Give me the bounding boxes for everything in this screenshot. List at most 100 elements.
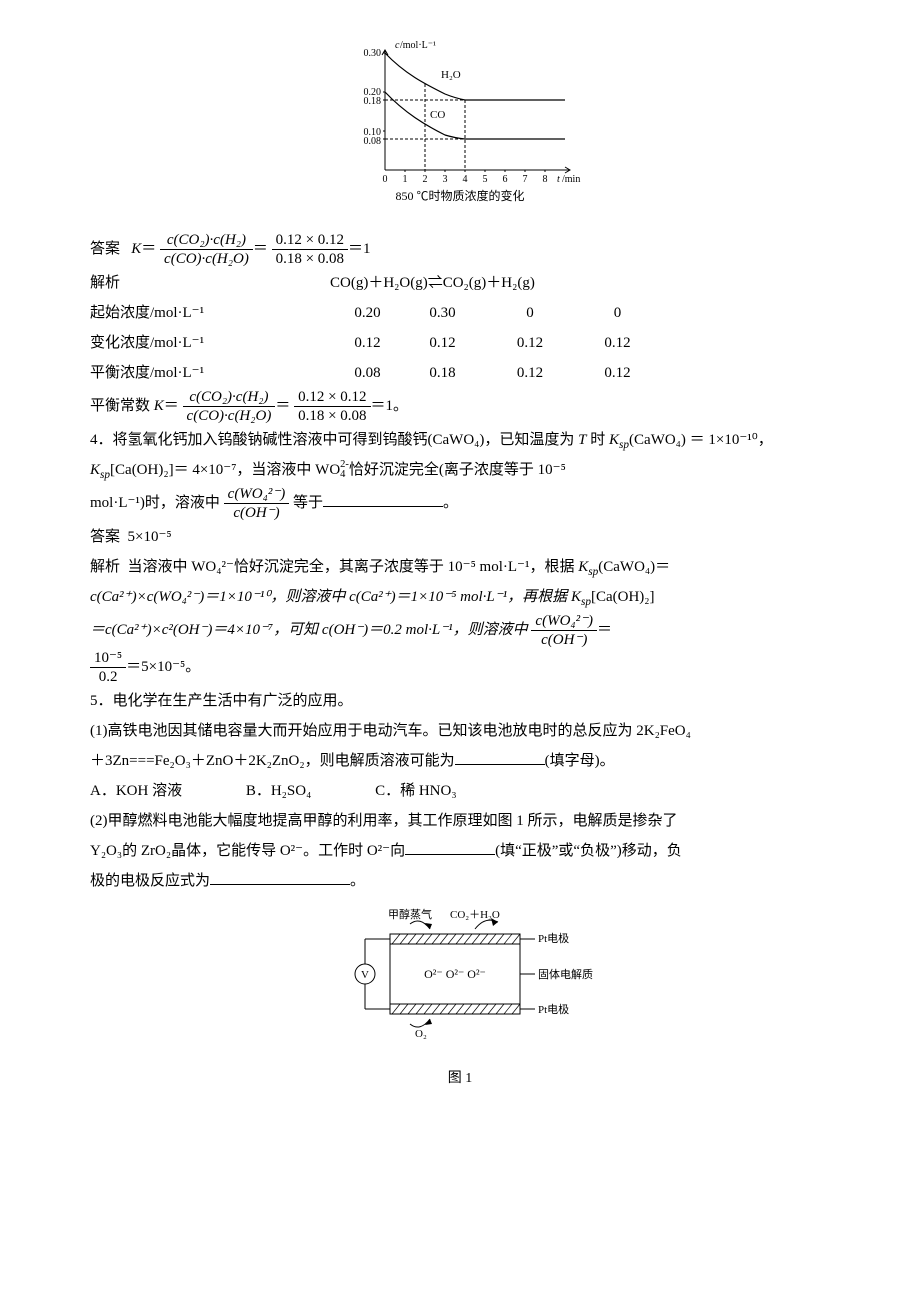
txt: (CaWO₄) ＝ 1×10⁻¹⁰， [629, 432, 773, 448]
q5-options: A．KOH 溶液 B．H₂SO₄ C．稀 HNO₃ [90, 776, 830, 806]
frac-num: c(WO₄²⁻) [224, 485, 290, 503]
txt: mol·L⁻¹)时，溶液中 [90, 495, 220, 511]
txt: [Ca(OH)₂]＝ 4×10⁻⁷，当溶液中 WO [110, 462, 340, 478]
cell: 0.12 [405, 328, 480, 358]
svg-text:6: 6 [503, 174, 508, 185]
blank[interactable] [323, 491, 443, 507]
svg-text:0: 0 [383, 174, 388, 185]
chart-caption: 850 ℃时物质浓度的变化 [395, 188, 524, 203]
blank[interactable] [455, 749, 545, 765]
q5-p2b: Y₂O₃的 ZrO₂晶体，它能传导 O²⁻。工作时 O²⁻向 (填“正极”或“负极… [90, 836, 830, 866]
frac-val-num: 0.12 × 0.12 [272, 231, 348, 249]
ksp: Ksp [578, 559, 598, 575]
opt-C[interactable]: C．稀 HNO₃ [375, 776, 456, 806]
cell: 0.30 [405, 298, 480, 328]
frac-den: c(OH⁻) [224, 503, 290, 522]
eq: ＝ [597, 622, 612, 638]
frac-num: c(CO₂)·c(H₂) [160, 231, 253, 249]
fig1-caption: 图 1 [90, 1065, 830, 1093]
frac-den: c(CO)·c(H₂O) [160, 249, 253, 268]
txt: 。 [350, 873, 365, 889]
svg-text:5: 5 [483, 174, 488, 185]
q3-row-initial: 起始浓度/mol·L⁻¹ 0.20 0.30 0 0 [90, 298, 830, 328]
svg-text:7: 7 [523, 174, 528, 185]
ksp: Ksp [571, 589, 591, 605]
frac-val-den: 0.18 × 0.08 [272, 249, 348, 268]
svg-text:2: 2 [423, 174, 428, 185]
txt: ＋3Zn===Fe₂O₃＋ZnO＋2K₂ZnO₂，则电解质溶液可能为 [90, 753, 455, 769]
txt: 时 [590, 432, 605, 448]
cell: 0.12 [480, 358, 580, 388]
blank[interactable] [405, 839, 495, 855]
txt: 恰好沉淀完全(离子浓度等于 10⁻⁵ [349, 462, 566, 478]
cell: 0.12 [580, 358, 655, 388]
svg-text:8: 8 [543, 174, 548, 185]
frac-num: 10⁻⁵ [90, 649, 126, 667]
q4-exp: 解析 当溶液中 WO₄²⁻恰好沉淀完全，其离子浓度等于 10⁻⁵ mol·L⁻¹… [90, 552, 830, 582]
svg-text:t: t [557, 174, 560, 185]
row-label: 平衡浓度/mol·L⁻¹ [90, 358, 330, 388]
frac-q4c: 10⁻⁵ 0.2 [90, 649, 126, 686]
q5-p2a: (2)甲醇燃料电池能大幅度地提高甲醇的利用率，其工作原理如图 1 所示，电解质是… [90, 806, 830, 836]
txt: Y₂O₃的 ZrO₂晶体，它能传导 O²⁻。工作时 O²⁻向 [90, 843, 405, 859]
q4-stem: 4．将氢氧化钙加入钨酸钠碱性溶液中可得到钨酸钙(CaWO₄)，已知温度为 T 时… [90, 425, 830, 485]
chart-svg: 0.30 0.20 0.18 0.10 0.08 0 1 2 3 4 5 6 7… [330, 40, 590, 210]
svg-text:/min: /min [562, 174, 580, 185]
cell: 0.20 [330, 298, 405, 328]
txt: (填“正极”或“负极”)移动，负 [495, 843, 682, 859]
lbl-mid-right: 固体电解质 [538, 967, 593, 981]
cell: 0.12 [330, 328, 405, 358]
lbl-top-left: 甲醇蒸气 [388, 907, 432, 921]
q4-exp-l2: c(Ca²⁺)×c(WO₄²⁻)＝1×10⁻¹⁰，则溶液中 c(Ca²⁺)＝1×… [90, 582, 830, 612]
svg-text:0.18: 0.18 [364, 96, 382, 107]
opt-B[interactable]: B．H₂SO₄ [246, 776, 311, 806]
q4-answer: 答案 5×10⁻⁵ [90, 522, 830, 552]
lbl-top-right: CO₂＋H₂O [450, 909, 500, 921]
result: ＝1 [348, 241, 371, 257]
q3-konst-line: 平衡常数 K＝ c(CO₂)·c(H₂) c(CO)·c(H₂O) ＝ 0.12… [90, 388, 830, 425]
frac-val-den: 0.18 × 0.08 [294, 406, 370, 425]
svg-text:CO: CO [430, 109, 445, 121]
q4-exp-l3: ＝c(Ca²⁺)×c²(OH⁻)＝4×10⁻⁷，可知 c(OH⁻)＝0.2 mo… [90, 612, 830, 649]
cell: 0 [480, 298, 580, 328]
q5-p1b: ＋3Zn===Fe₂O₃＋ZnO＋2K₂ZnO₂，则电解质溶液可能为(填字母)。 [90, 746, 830, 776]
ans-label: 答案 [90, 529, 120, 545]
frac-val-num: 0.12 × 0.12 [294, 388, 370, 406]
q3-row-change: 变化浓度/mol·L⁻¹ 0.12 0.12 0.12 0.12 [90, 328, 830, 358]
lbl-pt-bot: Pt电极 [538, 1002, 569, 1016]
q3-row-eq: 平衡浓度/mol·L⁻¹ 0.08 0.18 0.12 0.12 [90, 358, 830, 388]
q4-stem-line3: mol·L⁻¹)时，溶液中 c(WO₄²⁻) c(OH⁻) 等于 。 [90, 485, 830, 522]
svg-text:/mol·L⁻¹: /mol·L⁻¹ [400, 40, 436, 51]
frac-expr-2: c(CO₂)·c(H₂) c(CO)·c(H₂O) [183, 388, 276, 425]
frac-q4b: c(WO₄²⁻) c(OH⁻) [531, 612, 597, 649]
q5-p2d: 极的电极反应式为。 [90, 866, 830, 896]
konst-label: 平衡常数 [90, 398, 150, 414]
q5-p1a: (1)高铁电池因其储电容量大而开始应用于电动汽车。已知该电池放电时的总反应为 2… [90, 716, 830, 746]
q4-exp-l4: 10⁻⁵ 0.2 ＝5×10⁻⁵。 [90, 649, 830, 686]
row-label: 起始浓度/mol·L⁻¹ [90, 298, 330, 328]
v-label: V [361, 969, 369, 981]
result2: ＝1。 [371, 398, 409, 414]
chart-850c: 0.30 0.20 0.18 0.10 0.08 0 1 2 3 4 5 6 7… [90, 40, 830, 221]
blank[interactable] [210, 869, 350, 885]
row-label: 变化浓度/mol·L⁻¹ [90, 328, 330, 358]
frac-expr: c(CO₂)·c(H₂) c(CO)·c(H₂O) [160, 231, 253, 268]
ksp: Ksp [90, 462, 110, 478]
frac-val: 0.12 × 0.12 0.18 × 0.08 [272, 231, 348, 268]
exp-label: 解析 [90, 268, 330, 298]
frac-num: c(WO₄²⁻) [531, 612, 597, 630]
opt-A[interactable]: A．KOH 溶液 [90, 776, 182, 806]
K-symbol: K [131, 241, 141, 257]
txt: 等于 [293, 495, 323, 511]
txt: (CaWO₄)＝ [598, 559, 670, 575]
K-symbol-2: K [154, 398, 164, 414]
svg-text:H₂O: H₂O [441, 69, 461, 81]
ans-val: 5×10⁻⁵ [128, 529, 172, 545]
svg-text:4: 4 [463, 174, 468, 185]
svg-text:0.30: 0.30 [364, 48, 382, 59]
T-var: T [578, 432, 586, 448]
txt: 当溶液中 WO₄²⁻恰好沉淀完全，其离子浓度等于 10⁻⁵ mol·L⁻¹，根据 [128, 559, 575, 575]
period: 。 [443, 495, 458, 511]
txt: [Ca(OH)₂] [591, 589, 655, 605]
q5-stem: 5．电化学在生产生活中有广泛的应用。 [90, 686, 830, 716]
